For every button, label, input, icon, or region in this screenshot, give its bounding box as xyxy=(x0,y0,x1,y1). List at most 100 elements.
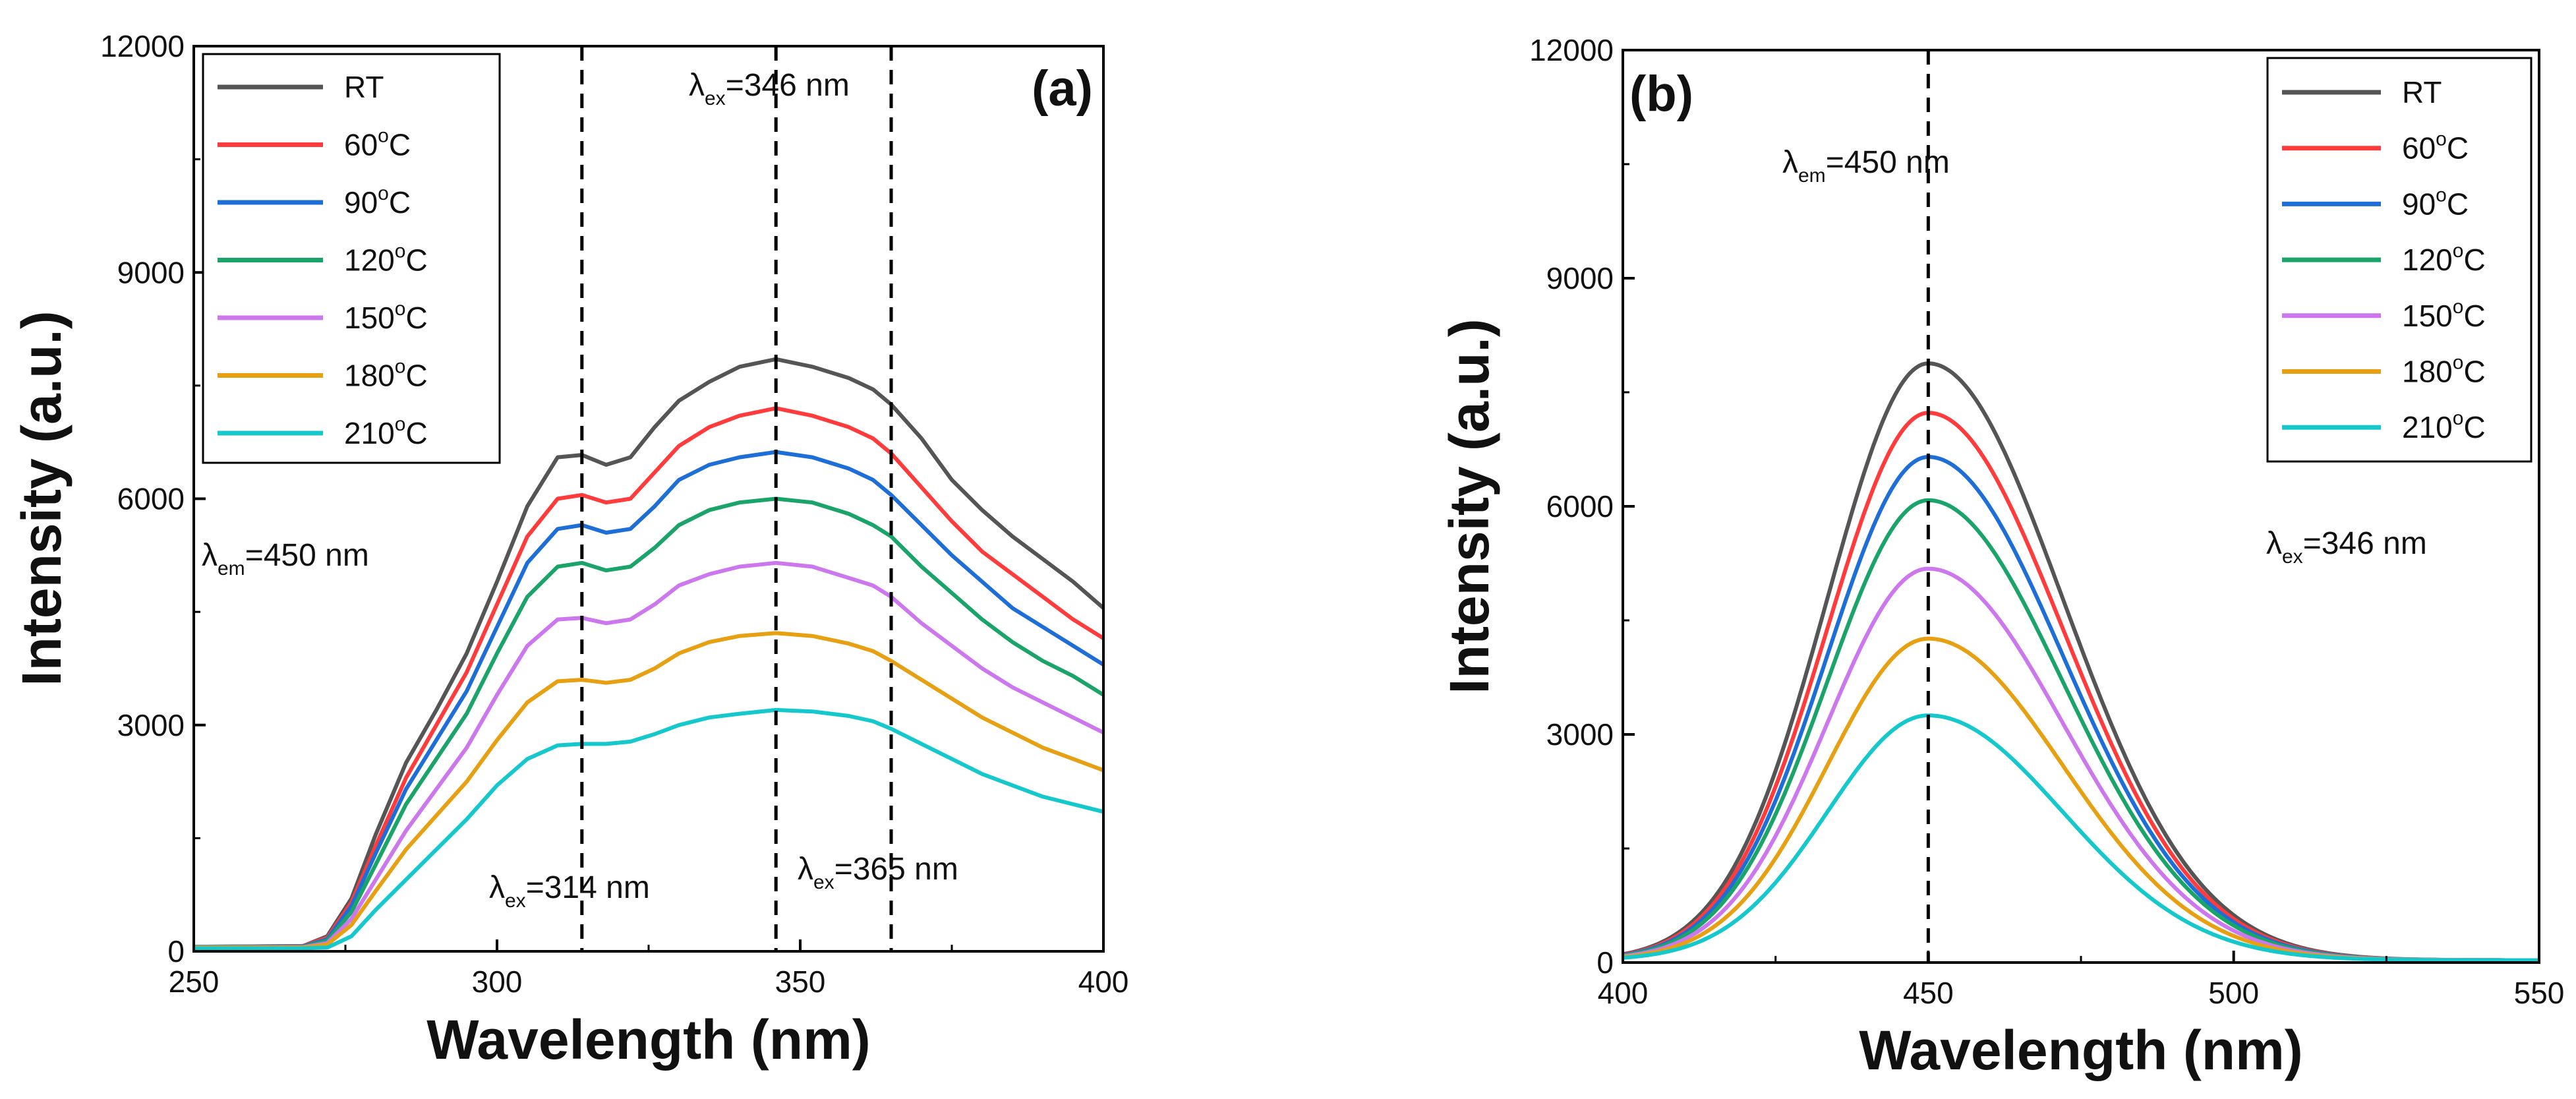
legend-label-base: 150 xyxy=(344,301,395,335)
panel-a: 250 300 350 400 0 3000 6000 9000 12000 Wavelengt… xyxy=(11,29,1128,1071)
legend-label-sup: o xyxy=(2453,352,2464,374)
x-tick-label: 400 xyxy=(1078,965,1129,999)
legend-label-tail: C xyxy=(2463,243,2485,277)
y-tick-label: 0 xyxy=(1596,945,1614,980)
annot-base: λ xyxy=(2266,526,2282,561)
annot-tail: =314 nm xyxy=(526,870,650,905)
annot-tail: =346 nm xyxy=(2303,526,2427,561)
legend-label-tail: C xyxy=(2463,299,2485,333)
legend-label-base: 120 xyxy=(344,243,395,278)
y-tick-label: 3000 xyxy=(1546,717,1614,752)
annot-tail: =365 nm xyxy=(834,852,958,887)
legend-label-base: 120 xyxy=(2402,243,2453,277)
legend-label-sup: o xyxy=(395,356,406,378)
panel-a-annotation-ex-365: λex=365 nm xyxy=(798,852,958,893)
annot-base: λ xyxy=(489,870,505,905)
y-tick-label: 9000 xyxy=(1546,261,1614,295)
legend-label-sup: o xyxy=(2436,129,2447,150)
legend-label-sup: o xyxy=(378,125,389,147)
series-line-60c xyxy=(193,406,1105,949)
legend-label: 90oC xyxy=(2402,184,2469,221)
legend-label-sup: o xyxy=(2436,184,2447,206)
legend-label-base: RT xyxy=(344,70,384,104)
legend-label: 180oC xyxy=(2402,352,2486,389)
legend-label: 60oC xyxy=(344,125,411,162)
annot-sub: em xyxy=(218,558,245,579)
legend-label-sup: o xyxy=(378,183,389,204)
y-tick-label: 12000 xyxy=(100,29,185,63)
series-line-180c xyxy=(194,631,1105,950)
annot-sub: ex xyxy=(2282,546,2303,568)
legend-label: RT xyxy=(2402,75,2442,109)
annot-sub: ex xyxy=(705,88,726,109)
x-tick-label: 550 xyxy=(2514,976,2565,1010)
legend-label-base: 210 xyxy=(2402,410,2453,444)
y-tick-label: 6000 xyxy=(1546,489,1614,523)
legend-label: 150oC xyxy=(2402,296,2486,333)
series-line-rt xyxy=(193,357,1105,949)
legend-label: 210oC xyxy=(2402,407,2486,444)
legend-label-base: 150 xyxy=(2402,299,2453,333)
x-tick-label: 400 xyxy=(1598,976,1649,1010)
legend-label-base: 60 xyxy=(344,128,378,162)
panel-a-annotation-ex-346: λex=346 nm xyxy=(689,68,850,109)
legend-label: 150oC xyxy=(344,298,428,335)
legend-label-tail: C xyxy=(405,243,427,278)
panel-b-annotation-ex-346: λex=346 nm xyxy=(2266,526,2427,568)
legend-label-tail: C xyxy=(405,359,427,393)
x-tick-label: 500 xyxy=(2208,976,2259,1010)
legend-label-base: 60 xyxy=(2402,131,2436,165)
series-line-120c xyxy=(194,496,1105,949)
legend-label: 60oC xyxy=(2402,129,2469,165)
annot-sub: ex xyxy=(813,872,834,893)
legend-label-tail: C xyxy=(2447,187,2469,221)
legend-label-sup: o xyxy=(2453,407,2464,429)
legend-label: 180oC xyxy=(344,356,428,393)
series-line-150c xyxy=(194,560,1105,949)
legend-label: RT xyxy=(344,70,384,104)
legend-label-tail: C xyxy=(2463,355,2485,389)
panel-b-x-axis-title: Wavelength (nm) xyxy=(1859,1019,2303,1081)
annot-base: λ xyxy=(798,852,813,887)
panel-a-label: (a) xyxy=(1032,61,1093,117)
x-tick-label: 250 xyxy=(169,965,220,999)
y-tick-label: 12000 xyxy=(1529,33,1614,67)
panel-b: 400 450 500 550 0 3000 6000 9000 12000 Wavelengt… xyxy=(1438,33,2564,1081)
legend-label-sup: o xyxy=(395,298,406,320)
x-tick-label: 300 xyxy=(472,965,523,999)
panel-b-label: (b) xyxy=(1629,66,1693,122)
y-tick-label: 0 xyxy=(167,934,185,968)
legend-label-tail: C xyxy=(2447,131,2469,165)
panel-a-curves xyxy=(193,357,1105,951)
annot-base: λ xyxy=(1782,145,1798,180)
annot-sub: em xyxy=(1798,165,1826,187)
legend-label-sup: o xyxy=(2453,296,2464,318)
annot-sub: ex xyxy=(505,890,526,912)
legend-label-sup: o xyxy=(395,413,406,435)
panel-a-ticks: 250 300 350 400 0 3000 6000 9000 12000 xyxy=(100,29,1128,999)
legend-label: 120oC xyxy=(344,241,428,278)
legend-label-tail: C xyxy=(405,301,427,335)
y-tick-label: 9000 xyxy=(117,255,185,289)
legend-label-tail: C xyxy=(389,128,411,162)
panel-b-ticks: 400 450 500 550 0 3000 6000 9000 12000 xyxy=(1529,33,2564,1010)
y-tick-label: 3000 xyxy=(117,708,185,742)
legend-label-sup: o xyxy=(2453,240,2464,262)
x-tick-label: 450 xyxy=(1903,976,1954,1010)
legend-label: 210oC xyxy=(344,413,428,450)
panel-a-x-axis-title: Wavelength (nm) xyxy=(426,1009,871,1071)
legend-label-base: 180 xyxy=(2402,355,2453,389)
legend-label-tail: C xyxy=(2463,410,2485,444)
legend-label-base: RT xyxy=(2402,75,2442,109)
annot-tail: =346 nm xyxy=(726,68,850,103)
legend-label-base: 210 xyxy=(344,416,395,450)
legend-label-base: 90 xyxy=(344,185,378,220)
panel-a-annotation-em-450: λem=450 nm xyxy=(202,538,369,579)
legend-label-sup: o xyxy=(395,241,406,262)
panel-b-annotation-em-450: λem=450 nm xyxy=(1782,145,1950,187)
legend-label-tail: C xyxy=(389,185,411,220)
panel-b-y-axis-title: Intensity (a.u.) xyxy=(1438,318,1500,694)
